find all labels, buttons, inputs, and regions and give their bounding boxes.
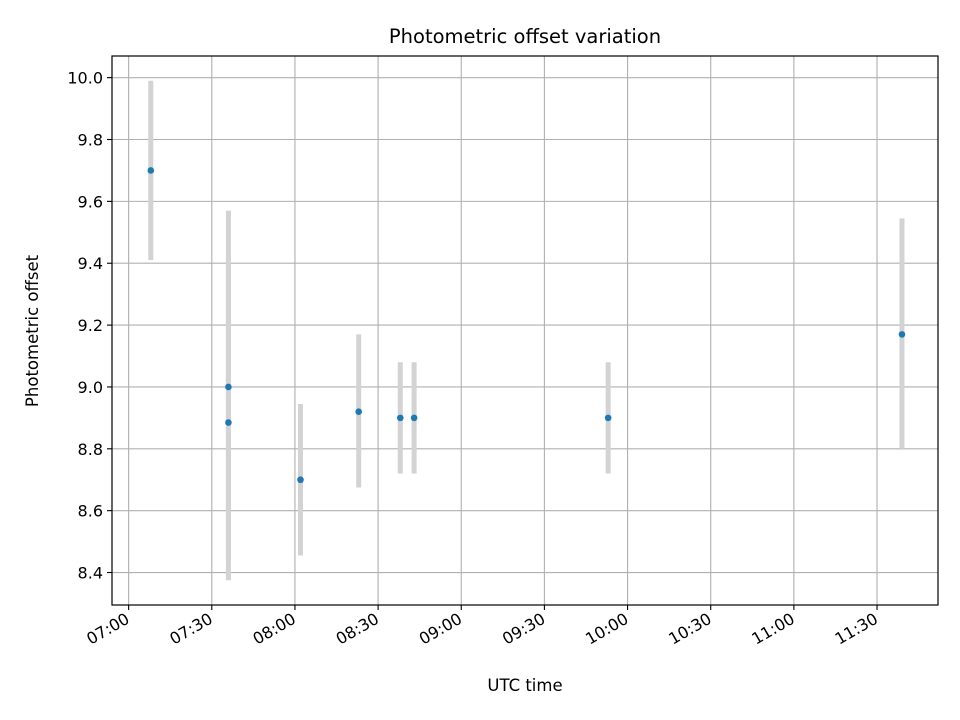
y-tick-label: 8.6 [78, 502, 103, 521]
data-point [225, 419, 232, 426]
data-points [147, 167, 906, 484]
data-point [147, 167, 155, 174]
x-axis-label: UTC time [487, 676, 562, 695]
grid [112, 56, 938, 605]
data-point [410, 414, 418, 422]
y-tick-label: 10.0 [67, 69, 103, 88]
y-tick-label: 8.4 [78, 564, 103, 583]
data-point [898, 331, 906, 338]
plot-frame [111, 55, 939, 606]
data-point [396, 414, 404, 422]
y-axis-label: Photometric offset [23, 254, 42, 407]
y-tick-label: 9.0 [78, 378, 103, 397]
y-tick-label: 8.8 [78, 440, 103, 459]
chart-title: Photometric offset variation [389, 25, 661, 48]
y-tick-label: 9.6 [78, 192, 103, 211]
data-point [355, 408, 362, 415]
data-point [225, 383, 232, 391]
y-tick-label: 9.4 [78, 254, 103, 273]
data-point [604, 414, 612, 422]
data-point [297, 476, 304, 484]
y-tick-label: 9.8 [78, 131, 103, 150]
y-tick-label: 9.2 [78, 316, 103, 335]
